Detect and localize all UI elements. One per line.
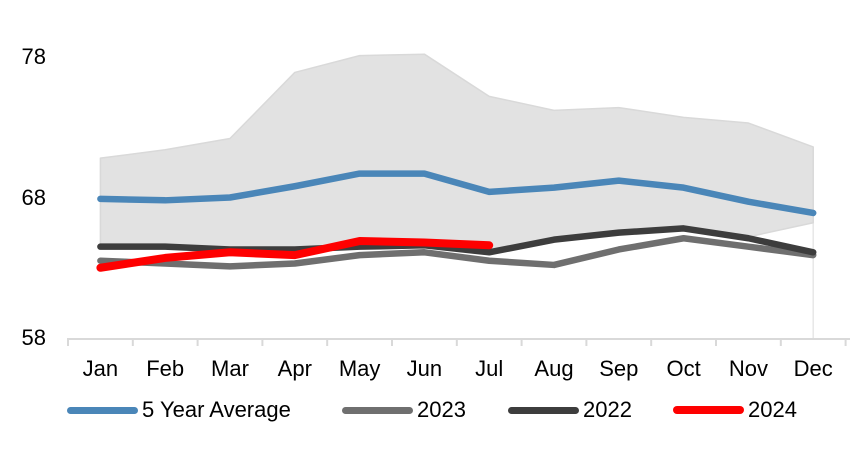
x-axis-month-label: Mar (211, 356, 249, 381)
legend-line-swatch (673, 406, 744, 414)
x-axis-month-label: Feb (146, 356, 185, 381)
legend-label: 2023 (417, 397, 466, 422)
x-axis-month-label: Nov (728, 356, 768, 381)
series-line-2024 (96, 237, 494, 272)
legend-item-2024: 2024 (673, 395, 797, 425)
legend-label: 2024 (748, 397, 797, 422)
y-axis-tick-label: 78 (21, 44, 46, 69)
legend-line-swatch (342, 406, 413, 414)
legend-item-5-year-average: 5 Year Average (67, 395, 291, 425)
legend-line-swatch (508, 406, 579, 414)
legend-item-2022: 2022 (508, 395, 632, 425)
x-axis-month-label: Oct (666, 356, 701, 381)
x-axis-month-label: Jul (475, 356, 504, 381)
five-year-range-band (99, 53, 814, 254)
legend-label: 5 Year Average (142, 397, 291, 422)
y-axis-tick-label: 68 (21, 184, 46, 210)
series-line-2023 (97, 234, 817, 270)
x-axis-month-label: Jun (406, 356, 443, 381)
legend-line-swatch (67, 406, 138, 414)
x-axis-month-label: May (338, 356, 381, 381)
x-axis-month-label: Aug (534, 356, 574, 381)
series-line-5-year-average (97, 170, 817, 217)
y-axis-tick-label: 58 (21, 325, 46, 350)
x-axis-month-label: Jan (82, 356, 119, 381)
legend-label: 2022 (583, 397, 632, 422)
x-axis-month-label: Dec (793, 356, 833, 381)
x-axis-month-label: Sep (599, 356, 639, 381)
legend-item-2023: 2023 (342, 395, 466, 425)
series-line-2022 (97, 225, 817, 256)
x-axis-month-label: Apr (277, 356, 312, 381)
